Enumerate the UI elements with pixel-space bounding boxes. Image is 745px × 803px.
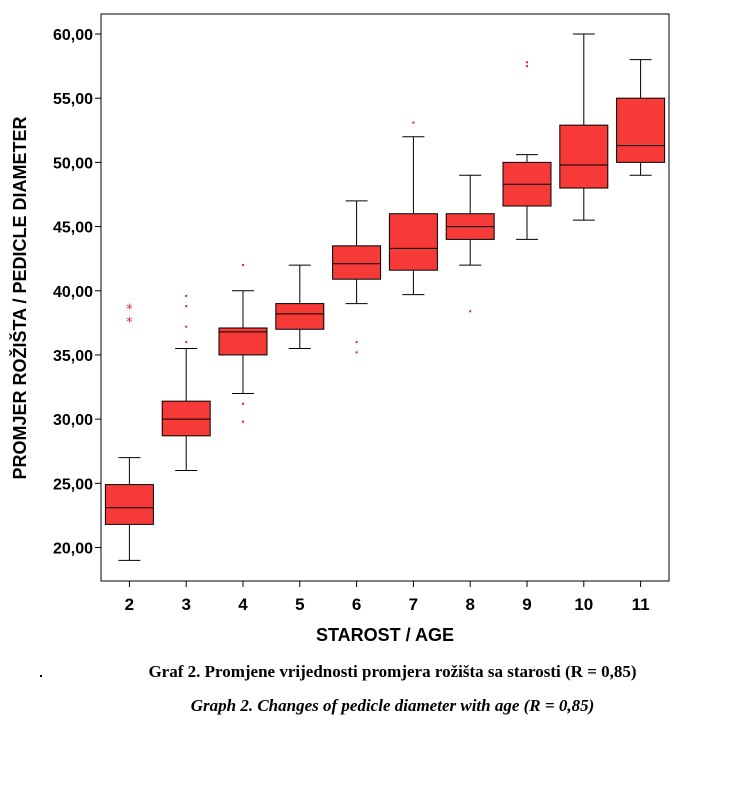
box-group-11 <box>616 59 666 176</box>
caption-croatian: Graf 2. Promjene vrijednosti promjera ro… <box>148 662 637 681</box>
outlier-point <box>355 341 358 344</box>
outlier-point <box>412 121 415 124</box>
x-axis-label: STAROST / AGE <box>316 625 454 645</box>
y-axis: 20,00 25,00 30,00 35,00 40,00 45,00 50,00 55,00… <box>53 27 101 558</box>
x-tick-label: 5 <box>295 595 304 614</box>
box-group-5 <box>275 264 325 350</box>
outlier-point <box>242 264 244 267</box>
y-tick-label: 30,00 <box>53 412 93 429</box>
y-tick-label: 25,00 <box>53 476 93 493</box>
outlier-point <box>185 341 188 344</box>
box-group-9 <box>502 61 552 240</box>
extreme-point: * <box>126 303 133 318</box>
x-tick-label: 2 <box>125 595 134 614</box>
x-tick-label: 11 <box>632 595 650 614</box>
box-group-6 <box>332 200 382 354</box>
x-tick-label: 4 <box>238 595 248 614</box>
outlier-point <box>526 61 528 64</box>
x-tick-label: 6 <box>352 595 361 614</box>
x-tick-label: 9 <box>522 595 531 614</box>
extreme-point: * <box>126 316 133 331</box>
y-tick-label: 50,00 <box>53 155 93 172</box>
y-tick-label: 55,00 <box>53 91 93 108</box>
box-group-7 <box>388 121 438 296</box>
box <box>161 400 211 437</box>
box <box>559 124 609 189</box>
x-tick-label: 10 <box>574 595 593 614</box>
box <box>218 327 268 356</box>
box <box>388 213 438 271</box>
x-tick-label: 8 <box>465 595 474 614</box>
plot-area <box>100 13 670 582</box>
x-tick-label: 3 <box>181 595 190 614</box>
caption-dot <box>40 675 42 677</box>
x-tick-label: 7 <box>409 595 418 614</box>
box <box>616 97 666 163</box>
outlier-point <box>242 420 244 423</box>
outlier-point <box>355 351 358 354</box>
caption-english: Graph 2. Changes of pedicle diameter wit… <box>190 696 595 715</box>
outlier-point <box>185 294 188 297</box>
outlier-point <box>526 65 528 68</box>
y-tick-label: 35,00 <box>53 348 93 365</box>
x-axis: 2 3 4 5 6 7 8 9 10 11 <box>125 581 650 614</box>
box-group-2: ** <box>104 303 154 561</box>
y-tick-label: 40,00 <box>53 284 93 301</box>
box-group-4 <box>218 264 268 423</box>
y-axis-label: PROMJER ROŽIŠTA / PEDICLE DIAMETER <box>9 116 30 479</box>
y-tick-label: 60,00 <box>53 27 93 44</box>
outlier-point <box>242 402 244 405</box>
outlier-point <box>185 325 188 328</box>
y-tick-label: 45,00 <box>53 220 93 237</box>
outlier-point <box>469 310 472 313</box>
box-plot-chart: 20,00 25,00 30,00 35,00 40,00 45,00 50,00 55,00… <box>9 13 670 645</box>
box <box>332 245 382 280</box>
box <box>104 484 154 525</box>
outlier-point <box>185 305 188 308</box>
box-group-8 <box>445 174 495 313</box>
y-tick-label: 20,00 <box>53 541 93 558</box>
box-group-10 <box>559 33 609 221</box>
box <box>275 303 325 330</box>
box-group-3 <box>161 294 211 471</box>
boxes: ** <box>104 33 666 561</box>
